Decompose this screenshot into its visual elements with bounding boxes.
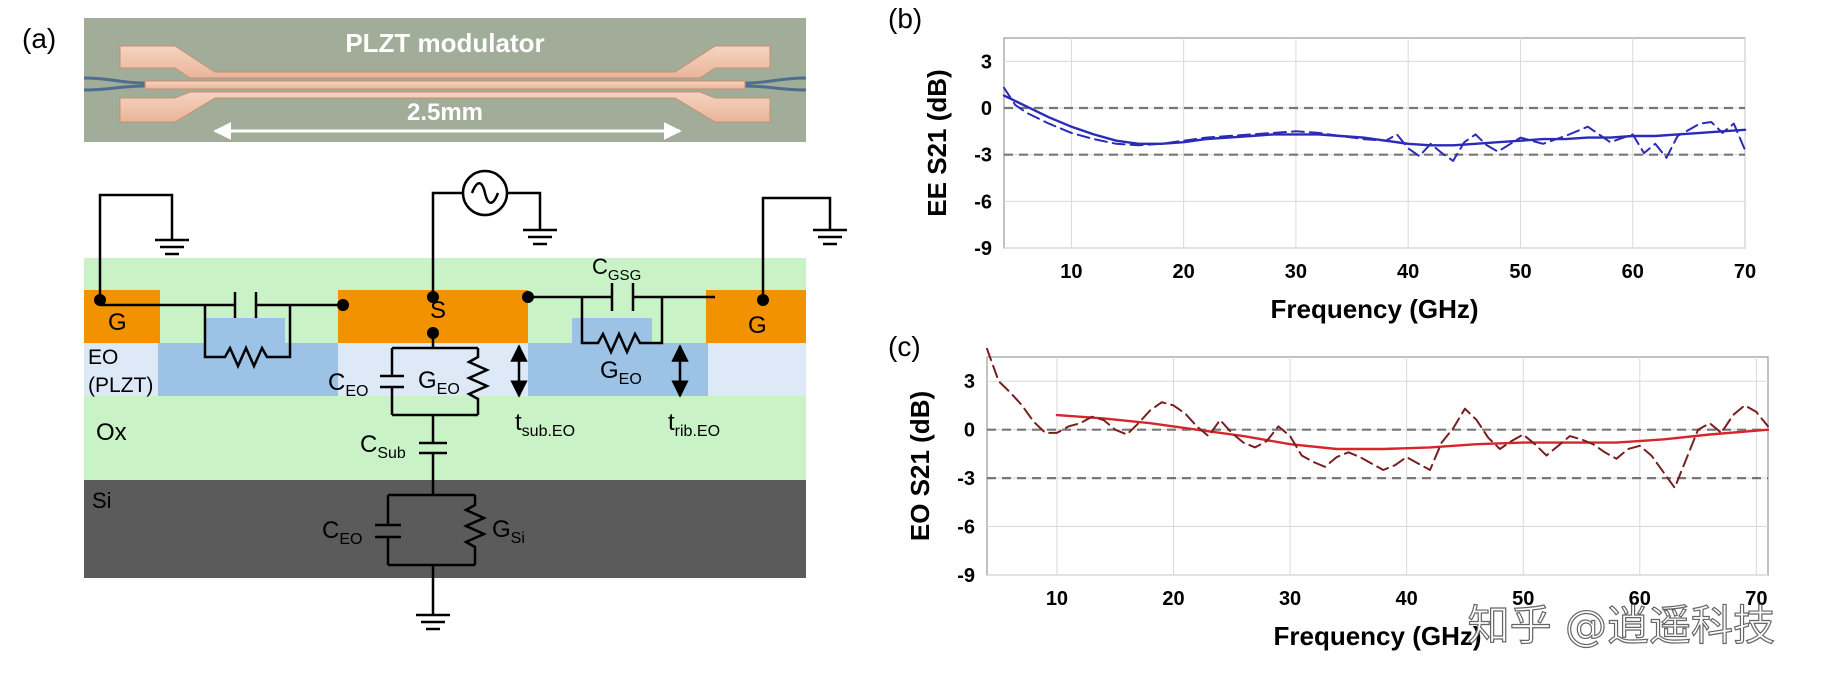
label-t-rib: trib.EO: [668, 409, 720, 440]
x-tick-label: 10: [1060, 261, 1082, 283]
label-plzt: (PLZT): [88, 374, 153, 397]
x-axis-title: Frequency (GHz): [1270, 294, 1478, 324]
x-tick-label: 60: [1629, 588, 1651, 610]
cross-section: G S G EO (PLZT) Ox Si: [84, 169, 847, 631]
x-tick-label: 30: [1285, 261, 1307, 283]
y-tick-label: -6: [957, 517, 975, 539]
photo-length: 2.5mm: [407, 99, 483, 126]
x-tick-label: 70: [1734, 261, 1756, 283]
label-ox: Ox: [96, 419, 127, 446]
panel-label-a: (a): [22, 23, 56, 54]
label-g-left: G: [108, 309, 127, 336]
watermark: 知乎 @逍遥科技: [1468, 601, 1775, 650]
panel-label-c: (c): [888, 331, 921, 362]
x-tick-label: 20: [1173, 261, 1195, 283]
label-c-eo-bottom: CEO: [322, 517, 362, 548]
photo-title: PLZT modulator: [345, 28, 544, 58]
y-tick-label: -6: [974, 191, 992, 213]
x-tick-label: 30: [1279, 588, 1301, 610]
label-eo: EO: [88, 346, 118, 369]
label-t-sub: tsub.EO: [515, 409, 575, 440]
x-tick-label: 10: [1046, 588, 1068, 610]
label-c-eo-top: CEO: [328, 369, 368, 400]
panel-label-b: (b): [888, 3, 922, 34]
label-c-gsg: CGSG: [592, 254, 641, 284]
modulator-photo: PLZT modulator 2.5mm: [83, 18, 807, 142]
x-tick-label: 40: [1397, 261, 1419, 283]
label-si: Si: [92, 488, 112, 513]
y-axis-title: EO S21 (dB): [905, 391, 935, 541]
y-tick-label: -9: [957, 565, 975, 587]
y-tick-label: -3: [974, 145, 992, 167]
label-g-eo-right: GEO: [600, 357, 642, 388]
series-dashed-line: [1003, 86, 1746, 162]
silicon-layer: [84, 480, 806, 578]
y-tick-label: -3: [957, 468, 975, 490]
series-solid-line: [1055, 413, 1770, 451]
x-tick-label: 40: [1396, 588, 1418, 610]
y-tick-label: 3: [964, 371, 975, 393]
x-tick-label: 50: [1512, 588, 1534, 610]
x-tick-label: 70: [1745, 588, 1767, 610]
electrode-ground-right: [706, 290, 806, 343]
y-tick-label: 0: [964, 420, 975, 442]
x-tick-label: 60: [1622, 261, 1644, 283]
x-axis-title: Frequency (GHz): [1273, 621, 1481, 651]
y-tick-label: 3: [981, 51, 992, 73]
y-tick-label: -9: [974, 238, 992, 260]
series-dashed-line: [986, 347, 1769, 489]
label-g-right: G: [748, 312, 767, 339]
y-tick-label: 0: [981, 98, 992, 120]
label-g-si: GSi: [492, 516, 525, 547]
label-c-sub: CSub: [360, 431, 406, 462]
x-tick-label: 20: [1162, 588, 1184, 610]
label-g-eo-center: GEO: [418, 367, 460, 398]
label-s: S: [430, 297, 446, 324]
circuit-wiring: [98, 169, 847, 631]
y-axis-title: EE S21 (dB): [922, 69, 952, 216]
x-tick-label: 50: [1509, 261, 1531, 283]
